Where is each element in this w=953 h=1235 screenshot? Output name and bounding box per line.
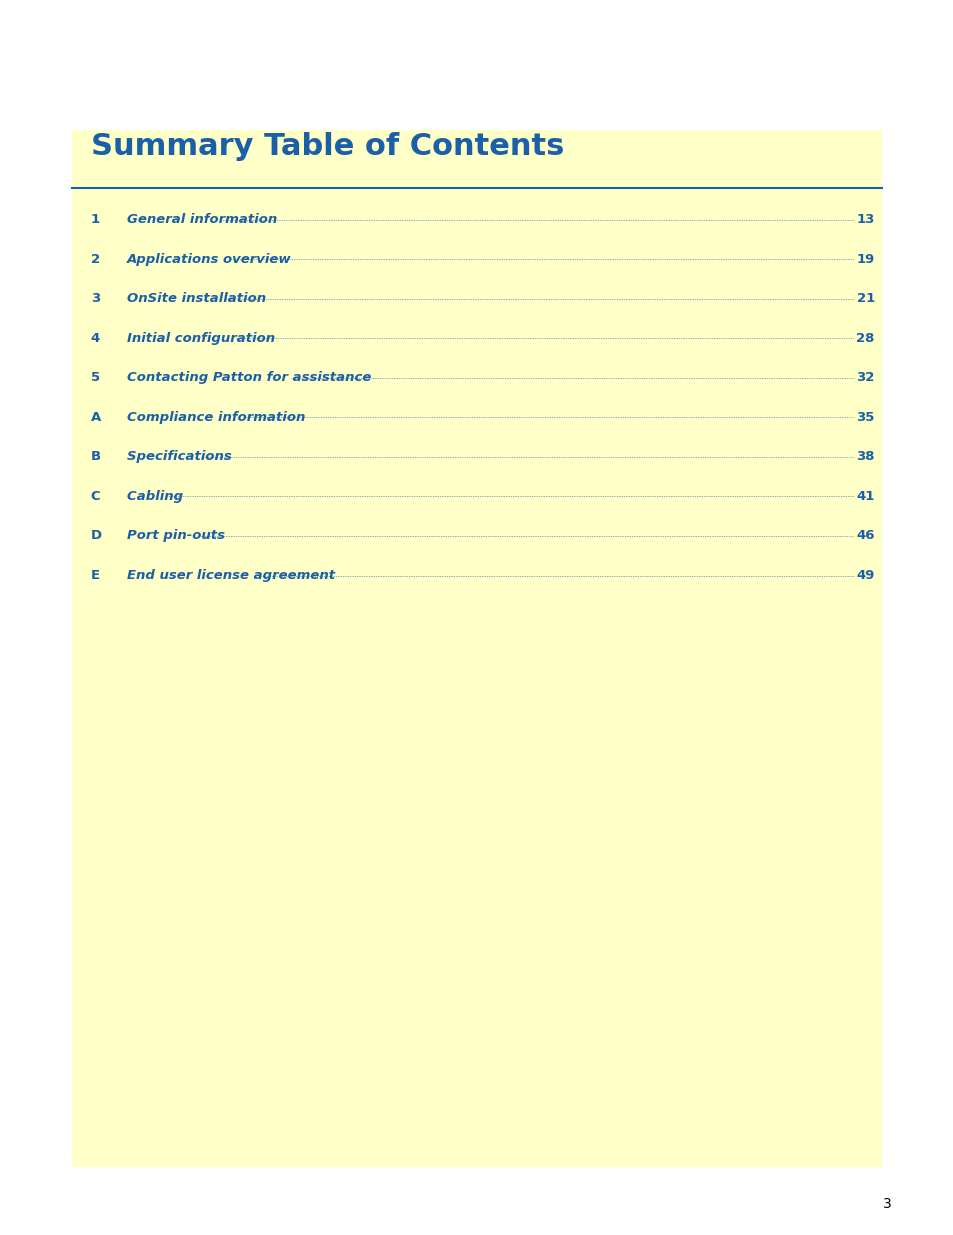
Text: Compliance information: Compliance information: [127, 411, 314, 424]
Text: 38: 38: [856, 451, 874, 463]
Text: Port pin-outs: Port pin-outs: [127, 530, 233, 542]
Text: Initial configuration: Initial configuration: [127, 332, 279, 345]
Text: E: E: [91, 569, 100, 582]
Text: Applications overview: Applications overview: [127, 253, 292, 266]
Text: 1: 1: [91, 214, 100, 226]
Text: A: A: [91, 411, 101, 424]
Text: 19: 19: [856, 253, 874, 266]
Text: General information: General information: [127, 214, 276, 226]
Text: 2: 2: [91, 253, 100, 266]
Text: Summary Table of Contents: Summary Table of Contents: [91, 132, 563, 161]
Text: End user license agreement: End user license agreement: [127, 569, 339, 582]
Text: 49: 49: [856, 569, 874, 582]
Text: 13: 13: [856, 214, 874, 226]
Text: 32: 32: [856, 372, 874, 384]
Text: 46: 46: [856, 530, 874, 542]
Text: 3: 3: [91, 293, 100, 305]
Text: Specifications: Specifications: [127, 451, 236, 463]
Text: 41: 41: [856, 490, 874, 503]
Text: 35: 35: [856, 411, 874, 424]
Text: OnSite installation: OnSite installation: [127, 293, 271, 305]
Text: D: D: [91, 530, 102, 542]
Text: 5: 5: [91, 372, 100, 384]
Text: 28: 28: [856, 332, 874, 345]
Text: 3: 3: [882, 1197, 891, 1212]
Text: B: B: [91, 451, 101, 463]
Text: C: C: [91, 490, 100, 503]
Bar: [71, 130, 882, 1167]
Text: 21: 21: [856, 293, 874, 305]
Text: 4: 4: [91, 332, 100, 345]
Text: Cabling: Cabling: [127, 490, 188, 503]
Text: Contacting Patton for assistance: Contacting Patton for assistance: [127, 372, 375, 384]
